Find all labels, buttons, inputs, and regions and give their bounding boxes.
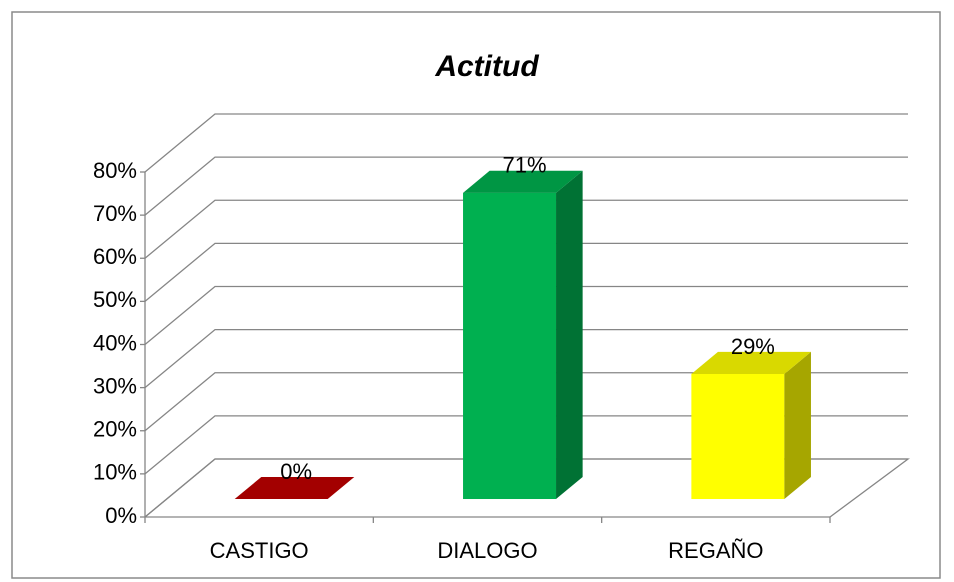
bar-top [234,476,355,500]
bar-front [463,192,557,500]
x-tick-label: CASTIGO [210,538,309,563]
grid-line [144,156,908,216]
grid-line [144,285,908,346]
grid-line [144,242,908,302]
y-tick-label: 0% [105,503,137,528]
x-tick-label: DIALOGO [437,538,537,563]
data-label: 29% [731,334,775,359]
y-tick-label: 40% [93,330,137,355]
data-label: 71% [503,153,547,178]
y-tick-label: 50% [93,287,137,312]
y-tick-label: 70% [93,201,137,226]
y-tick-label: 20% [93,417,137,442]
bar-side [784,351,811,500]
y-tick-label: 30% [93,373,137,398]
x-tick-label: REGAÑO [668,538,763,563]
grid-line [144,458,908,518]
grid-line [144,372,908,432]
bar-top [463,170,583,193]
bar-side [556,170,583,500]
y-tick-label: 80% [93,158,137,183]
grid-line [144,113,908,173]
grid-line [144,199,908,259]
y-tick-label: 60% [93,244,137,269]
bar-top [691,351,811,374]
grid-line [144,328,908,389]
grid-line [144,415,908,475]
bar-front [691,373,785,500]
y-tick-label: 10% [93,460,137,485]
chart-title: Actitud [434,50,539,83]
data-label: 0% [280,459,312,484]
